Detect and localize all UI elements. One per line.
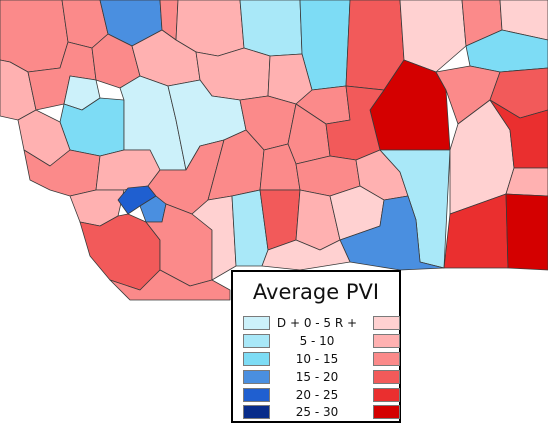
legend: Average PVI D + 0 - 5 R + 5 - 10 10 - 15… xyxy=(231,270,401,423)
legend-label-15-20: 15 - 20 xyxy=(295,370,339,384)
legend-swatch-dem-25-30 xyxy=(243,405,270,419)
county xyxy=(79,213,161,291)
legend-swatch-rep-10-15 xyxy=(373,352,400,366)
legend-swatch-rep-15-20 xyxy=(373,370,400,384)
county xyxy=(0,0,69,73)
county xyxy=(339,195,445,271)
legend-label-5-10: 5 - 10 xyxy=(299,334,335,348)
legend-swatch-rep-20-25 xyxy=(373,388,400,402)
legend-swatch-rep-0-5 xyxy=(373,316,400,330)
county xyxy=(261,239,351,271)
legend-swatch-dem-10-15 xyxy=(243,352,270,366)
legend-swatch-dem-20-25 xyxy=(243,388,270,402)
county xyxy=(239,0,303,57)
legend-swatch-dem-5-10 xyxy=(243,334,270,348)
county xyxy=(399,0,467,73)
county xyxy=(505,193,548,271)
county xyxy=(59,97,125,157)
legend-label-0-5: D + 0 - 5 R + xyxy=(276,316,358,330)
county xyxy=(23,149,101,197)
county xyxy=(499,0,548,41)
legend-swatch-dem-0-5 xyxy=(243,316,270,330)
legend-swatch-dem-15-20 xyxy=(243,370,270,384)
legend-label-20-25: 20 - 25 xyxy=(295,388,339,402)
legend-swatch-rep-25-30 xyxy=(373,405,400,419)
county xyxy=(489,99,548,169)
legend-title: Average PVI xyxy=(252,280,380,304)
county xyxy=(505,167,548,197)
legend-label-25-30: 25 - 30 xyxy=(295,405,339,419)
county xyxy=(109,269,231,301)
legend-swatch-rep-5-10 xyxy=(373,334,400,348)
legend-label-10-15: 10 - 15 xyxy=(295,352,339,366)
